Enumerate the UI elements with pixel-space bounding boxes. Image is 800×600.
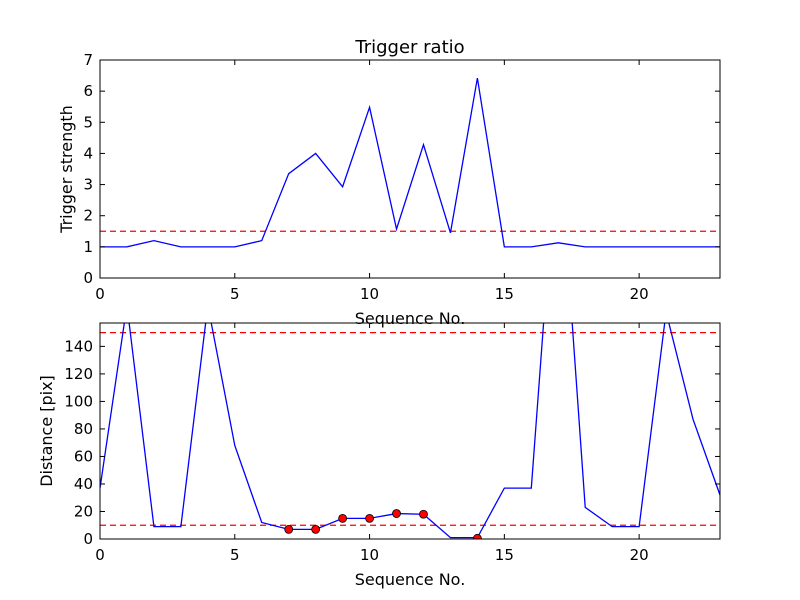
y-tick-label: 6: [83, 82, 93, 100]
y-tick-label: 3: [83, 176, 93, 194]
y-tick-label: 20: [74, 502, 93, 520]
x-tick-label: 10: [360, 546, 379, 564]
x-axis-label: Sequence No.: [355, 570, 466, 589]
y-tick-label: 40: [74, 475, 93, 493]
plot-frame: [99, 59, 721, 279]
series-line: [100, 77, 720, 248]
x-tick-label: 15: [495, 546, 514, 564]
data-point: [472, 533, 482, 539]
y-axis-label: Distance [pix]: [37, 375, 56, 487]
x-tick-label: 20: [630, 546, 649, 564]
y-tick-label: 2: [83, 207, 93, 225]
y-tick-label: 0: [83, 269, 93, 287]
x-axis-label: Sequence No.: [355, 309, 466, 328]
data-point: [392, 509, 401, 518]
plot-frame: [99, 322, 721, 540]
data-point: [338, 513, 348, 523]
y-tick-label: 140: [64, 337, 93, 355]
y-tick-label: 80: [74, 420, 93, 438]
y-tick-label: 0: [83, 530, 93, 548]
x-tick-label: 15: [495, 285, 514, 303]
series-line: [100, 323, 720, 539]
x-tick-label: 5: [230, 285, 240, 303]
y-tick-label: 4: [83, 144, 93, 162]
x-tick-label: 10: [360, 285, 379, 303]
x-tick-label: 0: [95, 285, 105, 303]
y-tick-label: 7: [83, 51, 93, 69]
y-tick-label: 5: [83, 113, 93, 131]
trigger-ratio-chart: Trigger ratio 0 5 10 15 20 0 1 2 3 4 5 6 7 Sequence …: [57, 37, 721, 328]
data-point: [365, 513, 374, 523]
data-point: [419, 509, 428, 519]
x-tick-label: 20: [630, 285, 649, 303]
x-tick-label: 5: [230, 546, 240, 564]
y-tick-label: 60: [74, 447, 93, 465]
x-tick-label: 0: [95, 546, 105, 564]
data-point: [284, 524, 294, 534]
y-tick-label: 1: [83, 238, 93, 256]
chart-title: Trigger ratio: [354, 37, 464, 58]
y-axis-label: Trigger strength: [57, 105, 76, 234]
data-point: [311, 524, 321, 534]
y-tick-label: 100: [64, 392, 93, 410]
y-tick-label: 120: [64, 365, 93, 383]
